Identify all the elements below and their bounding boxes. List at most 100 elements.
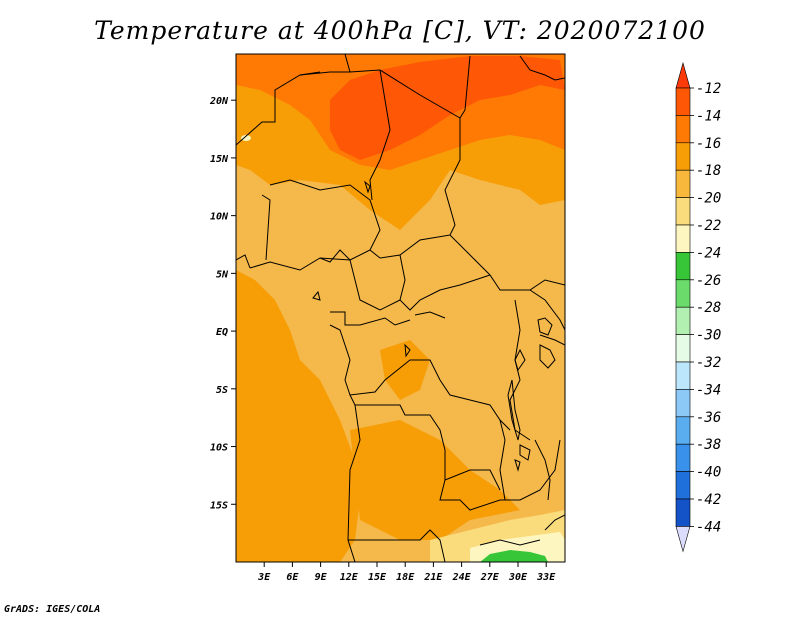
colorbar-swatch (675, 471, 691, 500)
colorbar-label: -32 (696, 355, 721, 371)
colorbar-label: -34 (696, 382, 721, 398)
lake-outline (514, 459, 521, 472)
lake-outline (539, 344, 556, 369)
border-line (519, 55, 565, 81)
field-region-west (236, 270, 360, 562)
y-tick-label: 10S (210, 443, 228, 454)
colorbar-swatch (675, 361, 691, 390)
colorbar-label: -18 (696, 163, 721, 179)
colorbar-label: -12 (696, 81, 721, 97)
x-tick-label: 12E (340, 572, 359, 583)
chart-title: Temperature at 400hPa [C], VT: 202007210… (94, 16, 706, 45)
lake-outline (404, 343, 411, 358)
colorbar-label: -16 (696, 136, 721, 152)
border-line (444, 469, 501, 491)
border-line (329, 324, 511, 431)
border-line (529, 289, 565, 331)
y-tick-label: 15S (210, 500, 228, 511)
field-spot-1 (241, 135, 251, 141)
colorbar-label: -28 (696, 300, 721, 316)
lake-outline (507, 379, 521, 441)
colorbar-top-arrow (675, 61, 691, 89)
colorbar-swatch (675, 306, 691, 335)
colorbar-swatch (675, 169, 691, 198)
x-tick-label: 33E (536, 572, 556, 583)
colorbar-swatch (675, 87, 691, 116)
colorbar-swatch (675, 115, 691, 144)
border-line (349, 55, 471, 119)
temperature-field (236, 54, 565, 562)
border-line (349, 394, 561, 511)
lake-outline (364, 180, 371, 194)
border-line (330, 311, 411, 326)
country-borders (236, 54, 565, 562)
colorbar-label: -20 (696, 191, 721, 207)
border-line (479, 539, 541, 546)
colorbar-label: -22 (696, 218, 721, 234)
colorbar-swatch (675, 197, 691, 226)
border-line (539, 334, 565, 346)
border-line (369, 69, 391, 201)
lake-outline (537, 317, 553, 336)
y-tick-label: EQ (216, 327, 228, 338)
y-tick-label: 10N (210, 212, 229, 223)
colorbar-label: -26 (696, 273, 721, 289)
colorbar-swatch (675, 142, 691, 171)
credit-text: GrADS: IGES/COLA (4, 604, 101, 615)
lake-outline (414, 311, 446, 319)
colorbar-label: -14 (696, 108, 721, 124)
x-tick-label: 30E (508, 572, 528, 583)
border-line (369, 234, 565, 291)
border-line (534, 439, 551, 501)
field-region-central (380, 340, 430, 400)
x-tick-label: 9E (315, 572, 328, 583)
colorbar-swatch (675, 416, 691, 445)
x-tick-label: 3E (257, 572, 271, 583)
border-line (319, 249, 401, 311)
axis-ticks: 3E 6E 9E 12E 15E 18E 21E 24E 27E 30E 33E 20N 15N 10N 5… (209, 96, 556, 583)
x-tick-label: 15E (368, 572, 387, 583)
y-tick-label: 5S (216, 385, 228, 396)
colorbar-label: -36 (696, 410, 721, 426)
border-line (499, 419, 506, 501)
border-line (544, 514, 565, 531)
border-line (344, 54, 351, 73)
colorbar-swatch (675, 252, 691, 281)
colorbar-swatch (675, 443, 691, 472)
lake-outline (514, 348, 526, 372)
x-tick-label: 18E (396, 572, 415, 583)
colorbar-swatch (675, 334, 691, 363)
x-tick-label: 6E (286, 572, 299, 583)
colorbar: -12 -14 -16 -18 -20 -22 -24 -26 -28 -30 -32 -34 -36 -… (675, 61, 721, 553)
colorbar-label: -24 (696, 245, 721, 261)
y-tick-label: 5N (216, 269, 229, 280)
border-line (399, 254, 491, 311)
colorbar-swatch (675, 389, 691, 418)
colorbar-label: -44 (696, 519, 721, 535)
colorbar-label: -40 (696, 465, 721, 481)
colorbar-label: -38 (696, 437, 721, 453)
border-line (261, 194, 271, 261)
border-line (444, 118, 461, 236)
border-line (299, 71, 321, 76)
border-line (347, 404, 361, 562)
y-tick-label: 20N (209, 96, 229, 107)
colorbar-label: -42 (696, 492, 721, 508)
x-tick-label: 21E (423, 572, 443, 583)
field-region-south (350, 420, 520, 540)
colorbar-bottom-arrow (675, 526, 691, 553)
colorbar-label: -30 (696, 328, 721, 344)
y-tick-label: 15N (210, 154, 229, 165)
colorbar-swatch (675, 224, 691, 253)
border-line (236, 71, 350, 146)
map-frame (235, 53, 566, 563)
lake-outline (519, 444, 531, 461)
border-line (348, 529, 446, 562)
field-region-cold (480, 550, 548, 562)
border-line (236, 254, 251, 269)
lake-outline (312, 290, 321, 301)
x-tick-label: 27E (480, 572, 500, 583)
colorbar-swatch (675, 498, 691, 527)
border-line (249, 179, 381, 271)
